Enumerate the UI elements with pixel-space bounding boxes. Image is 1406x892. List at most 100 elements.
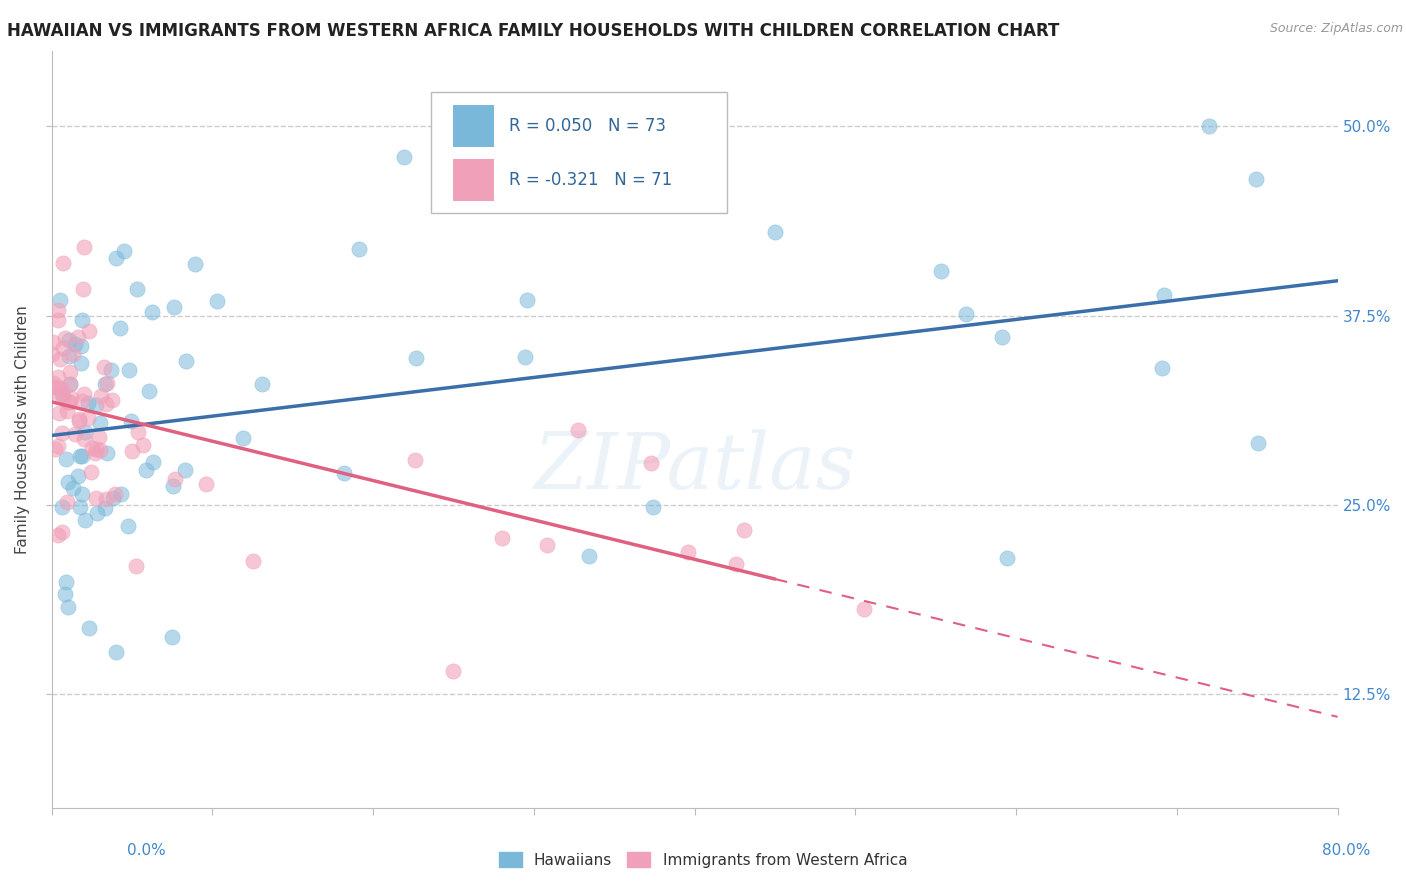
Point [51, 524, 73, 539]
Point [242, 554, 264, 568]
Point [138, 384, 160, 399]
Point [852, 601, 875, 615]
Point [991, 330, 1014, 344]
Point [72, 450, 94, 464]
Point [65, 337, 87, 351]
Point [108, 321, 131, 335]
Point [75, 425, 97, 439]
FancyBboxPatch shape [430, 92, 727, 213]
Point [763, 225, 786, 239]
Point [676, 545, 699, 559]
Point [46, 313, 69, 327]
Text: Source: ZipAtlas.com: Source: ZipAtlas.com [1270, 22, 1403, 36]
Point [174, 463, 197, 477]
Point [250, 377, 273, 392]
Point [160, 630, 183, 644]
Point [58, 349, 80, 363]
Point [67, 329, 90, 343]
Point [195, 477, 218, 491]
Point [112, 244, 135, 259]
Y-axis label: Family Households with Children: Family Households with Children [15, 305, 30, 554]
Point [142, 455, 165, 469]
Point [72, 393, 94, 408]
Point [55, 574, 77, 589]
Text: R = 0.050   N = 73: R = 0.050 N = 73 [509, 117, 666, 135]
Point [59, 365, 82, 379]
Point [67, 414, 90, 428]
Text: 80.0%: 80.0% [1323, 843, 1371, 858]
Point [101, 392, 124, 407]
Point [640, 456, 662, 470]
Point [1150, 360, 1173, 375]
Point [73, 513, 96, 527]
Point [42, 335, 65, 350]
Point [93, 376, 115, 391]
Point [1247, 435, 1270, 450]
Point [46, 439, 69, 453]
Legend: Hawaiians, Immigrants from Western Africa: Hawaiians, Immigrants from Western Afric… [491, 844, 915, 875]
Point [101, 491, 124, 506]
Point [117, 519, 139, 533]
Point [165, 472, 187, 486]
Point [94, 500, 117, 515]
Point [77, 396, 100, 410]
Point [58, 395, 80, 409]
Point [73, 240, 96, 254]
Point [56, 495, 79, 509]
Point [72, 387, 94, 401]
Point [44, 442, 66, 456]
Point [66, 469, 89, 483]
Point [733, 524, 755, 538]
Point [929, 264, 952, 278]
Point [70, 312, 93, 326]
Point [48, 302, 70, 317]
Point [59, 394, 82, 409]
Point [121, 444, 143, 458]
Text: ZIPatlas: ZIPatlas [533, 429, 856, 505]
Point [46, 369, 69, 384]
Point [1198, 120, 1220, 134]
Text: 0.0%: 0.0% [127, 843, 166, 858]
Point [69, 500, 91, 514]
Point [58, 599, 80, 614]
Point [100, 363, 122, 377]
Point [51, 500, 73, 514]
Point [70, 487, 93, 501]
Point [89, 417, 111, 431]
Point [491, 531, 513, 545]
Point [162, 479, 184, 493]
Text: R = -0.321   N = 71: R = -0.321 N = 71 [509, 170, 672, 189]
Point [77, 324, 100, 338]
Point [132, 438, 155, 452]
Point [84, 398, 107, 412]
Point [46, 380, 69, 394]
Point [51, 387, 73, 401]
Point [125, 282, 148, 296]
Point [41, 347, 63, 361]
Point [404, 453, 426, 467]
Point [83, 446, 105, 460]
Point [333, 466, 356, 480]
Point [56, 404, 79, 418]
Point [59, 376, 82, 391]
Point [94, 397, 117, 411]
FancyBboxPatch shape [453, 159, 494, 201]
Point [51, 383, 73, 397]
Point [567, 424, 589, 438]
Point [174, 354, 197, 368]
Point [104, 487, 127, 501]
Point [515, 350, 537, 364]
Point [94, 491, 117, 506]
Point [536, 538, 558, 552]
Point [516, 293, 538, 307]
Point [51, 426, 73, 441]
Point [955, 307, 977, 321]
Point [643, 500, 665, 514]
Point [118, 362, 141, 376]
Point [443, 665, 465, 679]
Point [184, 257, 207, 271]
Point [205, 294, 228, 309]
Point [87, 430, 110, 444]
Point [77, 621, 100, 635]
Point [48, 528, 70, 542]
